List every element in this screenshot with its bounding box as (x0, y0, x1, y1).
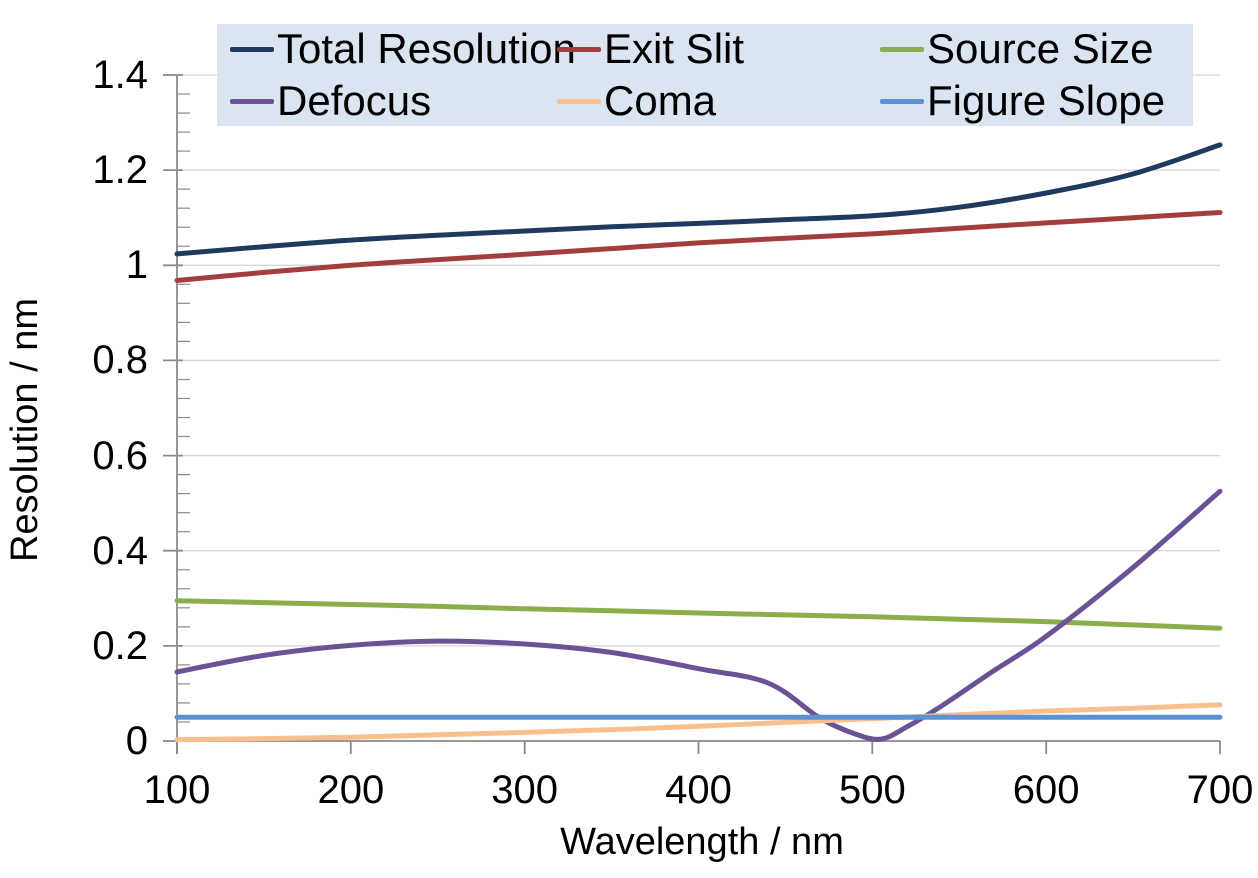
y-tick-label-0.4: 0.4 (92, 528, 148, 573)
chart-legend: Total Resolution Exit Slit Source Size Defo… (217, 24, 1193, 126)
series-line-source-size (174, 598, 1223, 631)
y-tick-label-0.2: 0.2 (92, 623, 148, 668)
series-line-defocus (174, 488, 1223, 742)
legend-item-exit-slit: Exit Slit (557, 27, 744, 71)
legend-item-defocus: Defocus (230, 79, 431, 123)
legend-label: Total Resolution (277, 25, 576, 72)
x-tick-label-100: 100 (143, 768, 211, 812)
x-tick-label-200: 200 (317, 768, 385, 812)
y-tick-label-0.6: 0.6 (92, 433, 148, 478)
legend-label: Source Size (927, 25, 1154, 72)
y-tick-label-1: 1 (125, 243, 148, 288)
legend-item-coma: Coma (557, 79, 716, 123)
legend-swatch-icon (880, 46, 924, 52)
y-tick-label-0: 0 (125, 719, 148, 763)
x-tick-label-500: 500 (838, 768, 906, 812)
legend-item-source-size: Source Size (880, 27, 1153, 71)
x-axis-title: Wavelength / nm (560, 821, 844, 863)
legend-swatch-icon (557, 46, 601, 52)
legend-swatch-icon (230, 98, 274, 104)
x-tick-label-600: 600 (1012, 768, 1080, 812)
legend-swatch-icon (557, 98, 601, 104)
x-tick-label-700: 700 (1186, 768, 1254, 812)
legend-label: Defocus (277, 77, 432, 124)
legend-label: Coma (604, 77, 717, 124)
x-tick-label-400: 400 (665, 768, 732, 812)
legend-label: Exit Slit (604, 25, 745, 72)
legend-item-total-resolution: Total Resolution (230, 27, 576, 71)
series-line-exit-slit (174, 210, 1223, 283)
y-tick-label-1.2: 1.2 (92, 148, 148, 193)
y-tick-label-0.8: 0.8 (92, 338, 148, 383)
legend-swatch-icon (880, 98, 924, 104)
legend-swatch-icon (230, 46, 274, 52)
x-tick-label-300: 300 (491, 768, 559, 812)
legend-label: Figure Slope (927, 77, 1166, 124)
y-tick-label-1.4: 1.4 (92, 53, 148, 97)
series-line-coma (174, 702, 1223, 743)
legend-item-figure-slope: Figure Slope (880, 79, 1165, 123)
series-line-total-resolution (174, 142, 1223, 257)
